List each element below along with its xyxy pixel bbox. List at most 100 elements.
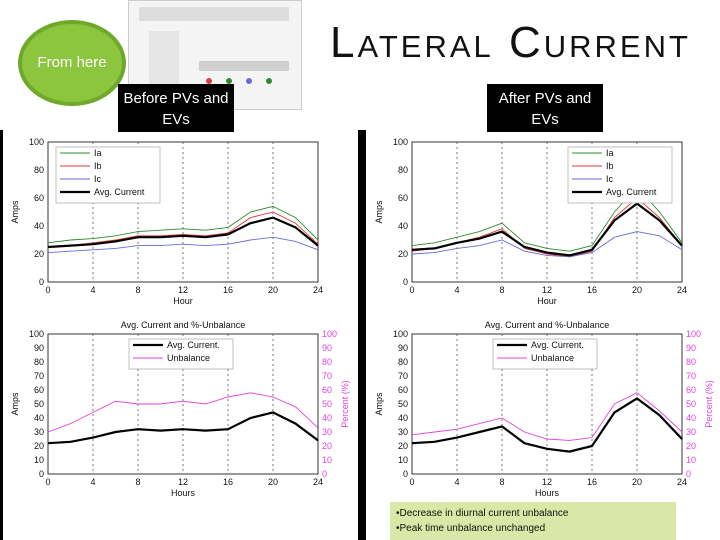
y-axis-label: Amps: [10, 392, 20, 416]
x-axis-label: Hour: [173, 296, 193, 306]
x-tick-label: 8: [135, 477, 140, 487]
y2-tick-label: 40: [322, 413, 332, 423]
legend-box: [567, 146, 673, 204]
y2-tick-label: 30: [322, 427, 332, 437]
y2-tick-label: 100: [322, 329, 337, 339]
y-tick-label: 50: [398, 399, 408, 409]
y-tick-label: 10: [34, 455, 44, 465]
y2-axis-label: Percent (%): [704, 380, 714, 428]
x-tick-label: 24: [677, 285, 687, 295]
series-line-unbalance: [47, 392, 319, 433]
y2-tick-label: 50: [686, 399, 696, 409]
note-2: •Peak time unbalance unchanged: [396, 523, 546, 534]
x-tick-label: 0: [409, 477, 414, 487]
y-tick-label: 20: [34, 441, 44, 451]
x-axis-label: Hours: [535, 488, 560, 498]
series-line-avg-current-: [47, 411, 319, 445]
slide-title: Lateral Current: [330, 18, 691, 67]
y-tick-label: 20: [398, 249, 408, 259]
x-tick-label: 4: [90, 285, 95, 295]
y-axis-label: Amps: [10, 200, 20, 224]
x-tick-label: 0: [409, 285, 414, 295]
y2-tick-label: 20: [686, 441, 696, 451]
x-tick-label: 20: [632, 285, 642, 295]
y2-tick-label: 100: [686, 329, 701, 339]
y-tick-label: 100: [29, 329, 44, 339]
y-tick-label: 70: [398, 371, 408, 381]
y-tick-label: 20: [34, 249, 44, 259]
legend-label: Ib: [94, 161, 102, 171]
x-axis-label: Hours: [171, 488, 196, 498]
legend-label: Ia: [606, 148, 614, 158]
series-line-ic: [47, 236, 319, 254]
y2-tick-label: 90: [686, 343, 696, 353]
series-line-ia: [47, 205, 319, 244]
y2-tick-label: 60: [686, 385, 696, 395]
x-tick-label: 16: [223, 285, 233, 295]
center-divider: [358, 130, 366, 540]
y-tick-label: 60: [34, 193, 44, 203]
y-tick-label: 80: [398, 165, 408, 175]
legend-label: Avg. Current.: [531, 340, 584, 350]
legend-label: Unbalance: [167, 353, 210, 363]
after-label: After PVs and EVs: [487, 84, 603, 132]
x-tick-label: 12: [178, 285, 188, 295]
y-tick-label: 70: [34, 371, 44, 381]
callout-bubble: From here: [18, 20, 126, 106]
note-1: •Decrease in diurnal current unbalance: [396, 508, 569, 519]
y-tick-label: 20: [398, 441, 408, 451]
before-label: Before PVs and EVs: [118, 84, 234, 132]
y-tick-label: 40: [398, 221, 408, 231]
series-line-ic: [411, 231, 683, 258]
y-tick-label: 100: [29, 137, 44, 147]
chart-title: Avg. Current and %-Unbalance: [121, 320, 245, 330]
legend-box: [55, 146, 161, 204]
x-tick-label: 0: [45, 285, 50, 295]
y2-tick-label: 60: [322, 385, 332, 395]
y2-tick-label: 10: [686, 455, 696, 465]
notes-box: •Decrease in diurnal current unbalance •…: [390, 502, 676, 540]
x-tick-label: 4: [90, 477, 95, 487]
left-divider: [0, 130, 3, 540]
callout-text: From here: [37, 54, 107, 71]
x-tick-label: 16: [587, 477, 597, 487]
x-tick-label: 20: [268, 285, 278, 295]
x-tick-label: 20: [268, 477, 278, 487]
y-tick-label: 90: [34, 343, 44, 353]
y-tick-label: 0: [403, 469, 408, 479]
y2-tick-label: 20: [322, 441, 332, 451]
y2-tick-label: 50: [322, 399, 332, 409]
y-tick-label: 80: [34, 165, 44, 175]
series-line-avg-current: [411, 202, 683, 257]
x-tick-label: 4: [454, 285, 459, 295]
y-axis-label: Amps: [374, 392, 384, 416]
y-tick-label: 60: [398, 193, 408, 203]
y-tick-label: 100: [393, 137, 408, 147]
y2-tick-label: 80: [322, 357, 332, 367]
y-tick-label: 40: [34, 413, 44, 423]
y2-tick-label: 80: [686, 357, 696, 367]
chart-after-currents: 0 4 8 12 16 20 24 0 20 40 60 80 100 Hour Amps Ia Ib Ic Avg…: [374, 137, 687, 306]
legend-label: Avg. Current: [94, 187, 145, 197]
x-axis-label: Hour: [537, 296, 557, 306]
y-tick-label: 60: [34, 385, 44, 395]
x-tick-label: 16: [587, 285, 597, 295]
legend-label: Ia: [94, 148, 102, 158]
y2-tick-label: 30: [686, 427, 696, 437]
y2-tick-label: 40: [686, 413, 696, 423]
y2-tick-label: 0: [322, 469, 327, 479]
legend-label: Ib: [606, 161, 614, 171]
y-axis-label: Amps: [374, 200, 384, 224]
legend-label: Ic: [606, 174, 614, 184]
y2-tick-label: 10: [322, 455, 332, 465]
x-tick-label: 8: [499, 477, 504, 487]
chart-before-currents: 0 4 8 12 16 20 24 0 20 40 60 80 100 Hour Amps Ia Ib Ic Avg…: [10, 137, 323, 306]
y-tick-label: 0: [39, 469, 44, 479]
x-tick-label: 12: [542, 477, 552, 487]
y2-tick-label: 70: [322, 371, 332, 381]
legend-label: Avg. Current.: [167, 340, 220, 350]
y-tick-label: 60: [398, 385, 408, 395]
y2-tick-label: 0: [686, 469, 691, 479]
